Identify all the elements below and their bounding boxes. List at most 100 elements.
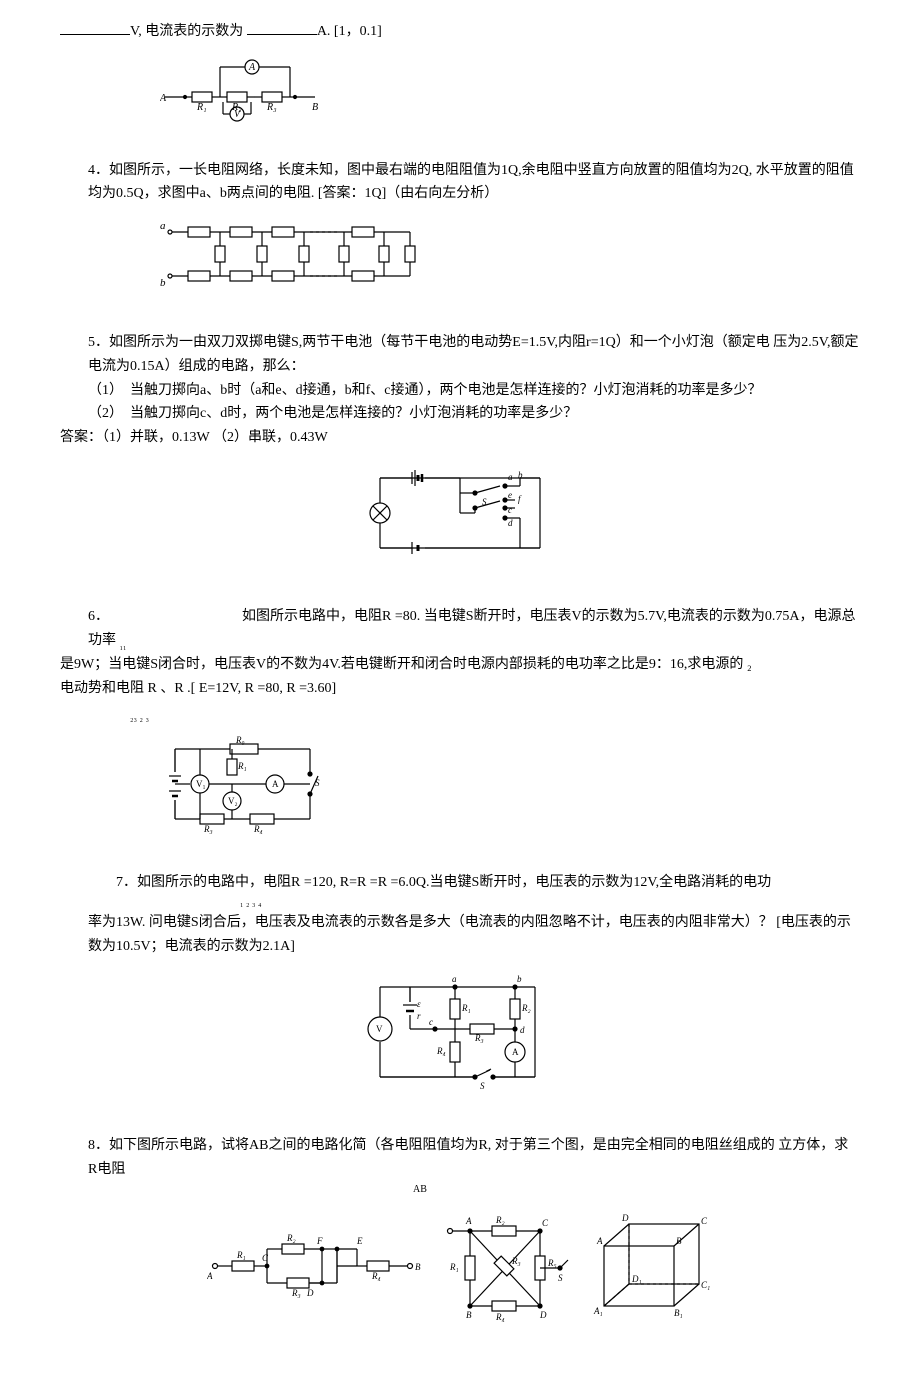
svg-text:R₄: R₄ <box>253 824 263 834</box>
svg-text:R₁: R₁ <box>449 1262 459 1272</box>
svg-text:E: E <box>356 1236 363 1246</box>
svg-text:C: C <box>542 1218 549 1228</box>
svg-text:a: a <box>508 472 513 482</box>
p7-line2: 率为13W. 问电键S闭合后，电压表及电流表的示数各是多大（电流表的内阻忽略不计… <box>60 911 860 959</box>
svg-text:D₁: D₁ <box>631 1274 642 1284</box>
svg-text:r: r <box>417 1011 421 1021</box>
svg-text:d: d <box>520 1025 525 1035</box>
p6-line3-sub: ₂₃ ₂ ₃ <box>60 712 149 723</box>
p6-line2: 是9W；当电键S闭合时，电压表V的不数为4V.若电键断开和闭合时电源内部损耗的电… <box>60 653 860 677</box>
p5-q2: 当触刀掷向c、d时，两个电池是怎样连接的？小灯泡消耗的功率是多少？ <box>130 406 577 421</box>
svg-text:D: D <box>539 1310 547 1320</box>
svg-text:R₁: R₁ <box>196 102 207 113</box>
svg-text:B: B <box>312 102 318 113</box>
problem-7: 7．如图所示的电路中，电阻R =120, R=R =R =6.0Q.当电键S断开… <box>60 871 860 1106</box>
p4-num: 4． <box>88 163 109 178</box>
svg-text:R₂: R₂ <box>286 1233 296 1243</box>
svg-text:B: B <box>676 1236 682 1246</box>
svg-text:R₄: R₄ <box>495 1312 505 1322</box>
svg-text:a: a <box>452 974 457 984</box>
p5-q1: 当触刀掷向a、b时（a和e、d接通，b和f、c接通），两个电池是怎样连接的？小灯… <box>130 383 762 398</box>
p3-tail: A. [1，0.1] <box>317 24 382 39</box>
p7-num: 7． <box>116 875 137 890</box>
p8-text: 如下图所示电路，试将AB之间的电路化简（各电阻阻值均为R, 对于第三个图，是由完… <box>88 1138 848 1177</box>
svg-text:C: C <box>701 1216 708 1226</box>
svg-text:B₁: B₁ <box>674 1308 683 1318</box>
blank-voltage <box>60 20 130 35</box>
problem-6: 6． 如图所示电路中，电阻R =80. 当电键S断开时，电压表V的示数为5.7V… <box>60 605 860 843</box>
p5-q1-label: （1） <box>88 383 116 398</box>
svg-text:R₄: R₄ <box>371 1271 381 1281</box>
svg-text:R₂: R₂ <box>495 1215 505 1225</box>
svg-text:S: S <box>558 1273 563 1283</box>
fig-6: R₀ R₁ R₃ R₄ S V₁ V₂ A <box>160 734 860 843</box>
p7-text: 如图所示的电路中，电阻R =120, R=R =R =6.0Q.当电键S断开时，… <box>137 875 771 890</box>
p5-ans: 答案：（1）并联，0.13W （2）串联，0.43W <box>60 426 860 450</box>
p5-num: 5． <box>88 335 109 350</box>
svg-text:A: A <box>207 1271 213 1281</box>
fig-3: A B R₁ R₂ R₃ A V <box>160 52 860 131</box>
svg-text:b: b <box>518 470 523 480</box>
svg-text:a: a <box>160 220 166 232</box>
svg-text:R₁: R₁ <box>237 761 247 771</box>
svg-text:A: A <box>596 1236 603 1246</box>
fig-7: V A ε r R₁ R₂ R₃ R₄ S a b c d <box>60 967 860 1106</box>
svg-text:S: S <box>480 1081 485 1091</box>
svg-text:S: S <box>482 497 487 507</box>
problem-5: 5．如图所示为一由双刀双掷电键S,两节干电池（每节干电池的电动势E=1.5V,内… <box>60 331 860 577</box>
svg-text:A: A <box>272 779 279 789</box>
svg-text:R₁: R₁ <box>461 1003 471 1013</box>
svg-text:c: c <box>508 505 512 515</box>
svg-text:C₁: C₁ <box>701 1280 710 1290</box>
svg-text:R₃: R₃ <box>291 1288 301 1298</box>
svg-text:c: c <box>429 1017 433 1027</box>
p7-sub1: ₁ ₂ ₃ ₄ <box>60 894 860 911</box>
p6-sub1: ₁₁ <box>120 639 127 650</box>
p6-lead: 如图所示电路中，电阻R =80. 当电键S断开时，电压表V的示数为5.7V,电流… <box>88 609 856 648</box>
svg-text:f: f <box>518 494 522 504</box>
blank-current <box>247 20 317 35</box>
svg-text:R₃: R₃ <box>266 102 277 113</box>
svg-text:R₂: R₂ <box>521 1003 531 1013</box>
svg-text:R₀: R₀ <box>235 735 245 745</box>
svg-text:D: D <box>621 1213 629 1223</box>
svg-text:ε: ε <box>417 999 421 1009</box>
svg-text:B: B <box>415 1262 421 1272</box>
p5-q2-label: （2） <box>88 406 116 421</box>
fig-8: A R₁ C R₂ R₃ F E D R₄ B <box>60 1206 860 1326</box>
fig-4: a b <box>160 214 860 303</box>
svg-text:C: C <box>262 1253 269 1263</box>
svg-text:R₁: R₁ <box>236 1250 246 1260</box>
p8-num: 8． <box>88 1138 109 1153</box>
svg-text:V₂: V₂ <box>228 796 238 806</box>
p6-line3: 电动势和电阻 R 、R .[ E=12V, R =80, R =3.60] <box>60 681 336 696</box>
svg-text:B: B <box>466 1310 472 1320</box>
svg-text:A: A <box>160 93 167 104</box>
svg-text:b: b <box>160 277 166 289</box>
svg-text:A: A <box>248 62 256 73</box>
problem-4: 4．如图所示，一长电阻网络，长度未知，图中最右端的电阻阻值为1Q,余电阻中竖直方… <box>60 159 860 303</box>
svg-text:R₄: R₄ <box>436 1046 446 1056</box>
svg-text:F: F <box>316 1236 323 1246</box>
svg-text:R₃: R₃ <box>511 1256 521 1266</box>
svg-text:D: D <box>306 1288 314 1298</box>
svg-text:R₃: R₃ <box>203 824 213 834</box>
fig-5: a b e f c d S <box>60 458 860 577</box>
svg-text:R₃: R₃ <box>474 1033 484 1043</box>
svg-text:V₁: V₁ <box>196 779 206 789</box>
p3-line: V, 电流表的示数为 <box>130 24 243 39</box>
svg-text:V: V <box>376 1024 383 1034</box>
p4-text: 如图所示，一长电阻网络，长度未知，图中最右端的电阻阻值为1Q,余电阻中竖直方向放… <box>88 163 854 202</box>
svg-text:A₁: A₁ <box>593 1306 603 1316</box>
svg-text:R₅: R₅ <box>547 1258 557 1268</box>
p6-num: 6． <box>88 609 109 624</box>
problem-3-tail: V, 电流表的示数为 A. [1，0.1] <box>60 20 860 131</box>
svg-text:d: d <box>508 518 513 528</box>
svg-text:A: A <box>465 1216 472 1226</box>
svg-text:e: e <box>508 490 512 500</box>
p8-sub: AB <box>60 1181 860 1198</box>
p5-text: 如图所示为一由双刀双掷电键S,两节干电池（每节干电池的电动势E=1.5V,内阻r… <box>88 335 859 374</box>
problem-8: 8．如下图所示电路，试将AB之间的电路化简（各电阻阻值均为R, 对于第三个图，是… <box>60 1134 860 1327</box>
svg-text:A: A <box>512 1047 519 1057</box>
svg-text:b: b <box>517 974 522 984</box>
